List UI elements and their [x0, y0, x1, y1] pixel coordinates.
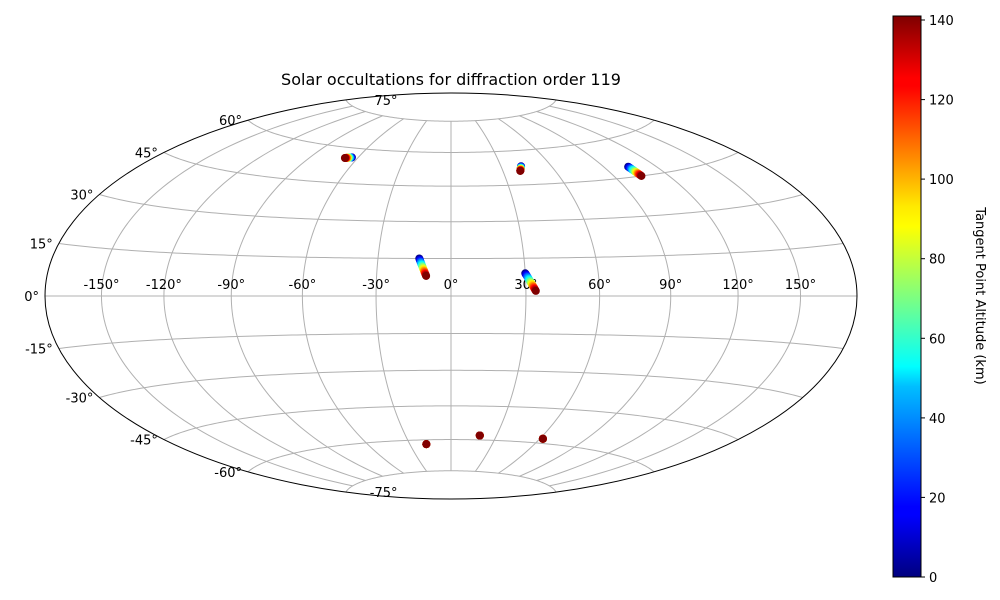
- parallel-line: [58, 332, 844, 350]
- longitude-tick-label: -60°: [289, 278, 317, 293]
- parallel-line: [247, 439, 655, 473]
- colorbar-tick-label: 60: [929, 332, 946, 347]
- longitude-tick-label: 60°: [588, 278, 611, 293]
- colorbar-tick-label: 40: [929, 412, 946, 427]
- data-point: [475, 431, 484, 440]
- longitude-tick-label: -150°: [83, 278, 119, 293]
- colorbar-tick-label: 140: [929, 14, 954, 29]
- latitude-tick-label: -15°: [25, 343, 53, 358]
- longitude-tick-label: 120°: [722, 278, 753, 293]
- data-point: [531, 286, 540, 295]
- parallel-line: [345, 470, 557, 493]
- colorbar-tick-label: 20: [929, 491, 946, 506]
- colorbar-tick-label: 80: [929, 253, 946, 268]
- latitude-tick-label: -60°: [214, 466, 242, 481]
- data-point: [637, 171, 646, 180]
- longitude-tick-label: -30°: [362, 278, 390, 293]
- longitude-tick-label: -90°: [217, 278, 245, 293]
- latitude-tick-label: -30°: [66, 392, 94, 407]
- latitude-tick-label: 60°: [219, 114, 242, 129]
- colorbar-label: Tangent Point Altitude (km): [972, 206, 987, 384]
- chart-title: Solar occultations for diffraction order…: [281, 70, 621, 89]
- colorbar-tick-label: 100: [929, 173, 954, 188]
- colorbar-ticks: 0 20 40 60 80 100 120 140: [921, 14, 954, 586]
- latitude-tick-label: 75°: [374, 94, 397, 109]
- data-point: [538, 434, 547, 443]
- colorbar: [892, 15, 922, 578]
- latitude-tick-labels: 75° 60° 45° 30° 15° 0° -15° -30° -45° -60° -75°: [24, 94, 397, 501]
- latitude-tick-label: 0°: [24, 290, 39, 305]
- parallel-line: [163, 152, 739, 187]
- data-point: [340, 154, 349, 162]
- occultation-track: [415, 254, 431, 280]
- occultation-track: [475, 431, 484, 440]
- latitude-tick-label: -75°: [370, 486, 398, 501]
- parallel-line: [58, 242, 844, 260]
- parallel-line: [247, 119, 655, 153]
- occultation-track: [538, 434, 547, 443]
- parallel-line: [99, 194, 803, 223]
- data-point: [422, 440, 431, 449]
- occultation-track: [521, 269, 540, 295]
- parallel-line: [99, 369, 803, 398]
- parallel-line: [345, 99, 557, 122]
- longitude-tick-label: 90°: [659, 278, 682, 293]
- colorbar-tick-label: 0: [929, 571, 937, 586]
- map-boundary: [44, 92, 858, 500]
- latitude-tick-label: 30°: [70, 189, 93, 204]
- colorbar-tick-label: 120: [929, 94, 954, 109]
- data-point: [422, 271, 431, 280]
- data-points: [340, 153, 646, 449]
- longitude-tick-label: 150°: [785, 278, 816, 293]
- longitude-tick-label: -120°: [146, 278, 182, 293]
- occultation-track: [340, 153, 356, 162]
- occultation-track: [516, 162, 526, 175]
- longitude-tick-labels: -150° -120° -90° -60° -30° 0° 30° 60° 90° 120° 150…: [83, 278, 816, 293]
- latitude-tick-label: -45°: [130, 434, 158, 449]
- data-point: [516, 166, 525, 175]
- longitude-tick-label: 0°: [444, 278, 459, 293]
- occultation-track: [422, 440, 431, 449]
- latitude-tick-label: 15°: [30, 238, 53, 253]
- parallel-line: [163, 405, 739, 440]
- latitude-tick-label: 45°: [135, 147, 158, 162]
- occultation-track: [624, 162, 646, 180]
- map-grid: [45, 99, 857, 493]
